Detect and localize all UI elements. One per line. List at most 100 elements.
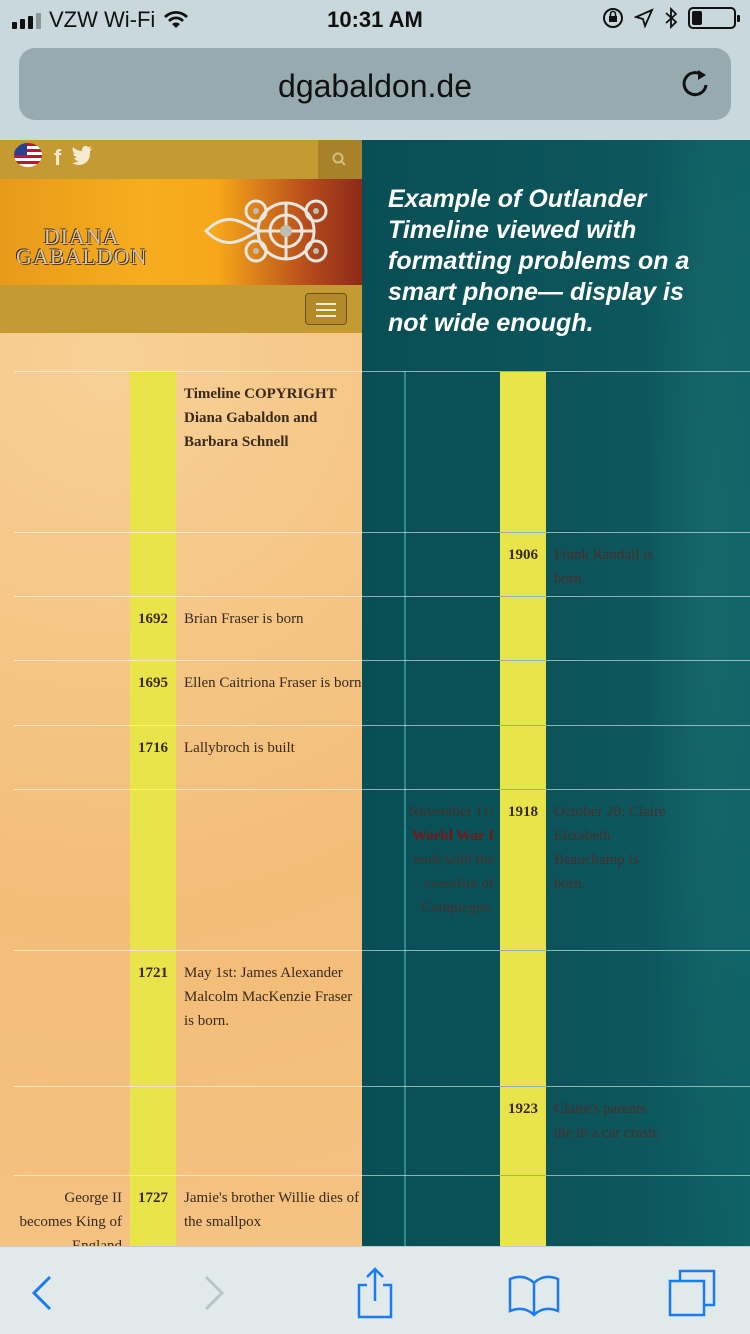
event-left-2 bbox=[406, 661, 500, 725]
bookmarks-icon[interactable] bbox=[506, 1265, 562, 1321]
event-text bbox=[176, 790, 362, 950]
table-row: 1716 Lallybroch is built bbox=[14, 725, 750, 789]
status-right bbox=[602, 7, 740, 29]
event-text: Lallybroch is built bbox=[184, 740, 295, 756]
year-cell bbox=[130, 372, 176, 532]
year-cell: 1721 bbox=[130, 951, 176, 1086]
logo-line-2: GABALDON bbox=[16, 244, 148, 269]
event-left bbox=[14, 1087, 130, 1175]
event-text: Brian Fraser is born bbox=[184, 611, 304, 627]
wiki-link[interactable]: World War I bbox=[412, 828, 494, 844]
event-date: November 11: bbox=[408, 804, 494, 820]
event-text-2: Frank Randall is born bbox=[554, 547, 654, 587]
event-text-2 bbox=[546, 372, 666, 532]
site-search-button[interactable] bbox=[318, 140, 362, 179]
status-left: VZW Wi-Fi bbox=[12, 7, 189, 33]
twitter-icon[interactable] bbox=[71, 145, 93, 165]
event-left bbox=[14, 661, 130, 725]
signal-icon bbox=[12, 11, 41, 29]
event-text bbox=[176, 1087, 362, 1175]
timeline-table: Timeline COPYRIGHT Diana Gabaldon and Ba… bbox=[14, 371, 750, 1255]
event-left-2 bbox=[406, 726, 500, 789]
event-left: George II becomes King of England bbox=[19, 1190, 122, 1254]
status-bar: VZW Wi-Fi 10:31 AM bbox=[0, 0, 750, 40]
share-icon[interactable] bbox=[347, 1265, 403, 1321]
year-cell-2: 1918 bbox=[500, 790, 546, 950]
year-cell-2: 1923 bbox=[500, 1087, 546, 1175]
forward-icon[interactable] bbox=[184, 1265, 240, 1321]
table-row: 1923 Claire's parents die in a car crash… bbox=[14, 1086, 750, 1175]
rotation-lock-icon bbox=[603, 8, 623, 28]
browser-chrome: dgabaldon.de bbox=[0, 40, 750, 140]
event-left-2: November 11: World War I ends with the c… bbox=[406, 790, 500, 950]
us-flag-icon[interactable] bbox=[14, 143, 42, 167]
event-text-2 bbox=[546, 951, 666, 1086]
event-text: May 1st: James Alexander Malcolm MacKenz… bbox=[184, 965, 353, 1029]
wifi-icon bbox=[164, 11, 189, 28]
event-left bbox=[14, 597, 130, 660]
tabs-icon[interactable] bbox=[664, 1265, 720, 1321]
event-text: Jamie's brother Willie dies of the small… bbox=[184, 1190, 360, 1230]
site-banner[interactable]: DIANA GABALDON bbox=[0, 179, 362, 285]
year-cell bbox=[130, 790, 176, 950]
ornament-image bbox=[203, 199, 328, 263]
social-links: f bbox=[54, 145, 93, 171]
year-cell-2 bbox=[500, 597, 546, 660]
event-left bbox=[14, 790, 130, 950]
year-cell-2 bbox=[500, 1176, 546, 1255]
event-text-2 bbox=[546, 661, 666, 725]
reload-icon[interactable] bbox=[677, 66, 713, 102]
event-text-2: October 20: Claire Elizabeth Beauchamp i… bbox=[554, 804, 666, 892]
event-left-2 bbox=[406, 951, 500, 1086]
table-row: 1692 Brian Fraser is born bbox=[14, 596, 750, 660]
event-text: Ellen Caitriona Fraser is born bbox=[184, 675, 362, 691]
right-background bbox=[362, 140, 750, 1246]
event-left bbox=[14, 533, 130, 596]
table-row: Timeline COPYRIGHT Diana Gabaldon and Ba… bbox=[14, 371, 750, 532]
year-cell bbox=[130, 533, 176, 596]
year-cell bbox=[130, 1087, 176, 1175]
event-text-2 bbox=[546, 1176, 666, 1255]
table-row: George II becomes King of England 1727 J… bbox=[14, 1175, 750, 1255]
year-cell: 1716 bbox=[130, 726, 176, 789]
event-left-2 bbox=[406, 597, 500, 660]
year-cell-2 bbox=[500, 726, 546, 789]
column-divider bbox=[404, 371, 406, 1246]
battery-icon bbox=[688, 7, 740, 29]
year-cell-2 bbox=[500, 372, 546, 532]
event-text bbox=[176, 533, 362, 596]
url-text[interactable]: dgabaldon.de bbox=[278, 68, 472, 104]
event-left-2 bbox=[406, 533, 500, 596]
event-left bbox=[14, 372, 130, 532]
bluetooth-icon bbox=[665, 7, 678, 29]
url-bar[interactable]: dgabaldon.de bbox=[19, 48, 731, 120]
back-icon[interactable] bbox=[16, 1265, 72, 1321]
search-icon bbox=[332, 152, 346, 166]
site-logo[interactable]: DIANA GABALDON bbox=[16, 224, 148, 269]
event-text-2: Claire's parents die in a car crash. bbox=[554, 1101, 660, 1141]
site-topbar: f bbox=[0, 140, 362, 179]
year-cell-2: 1906 bbox=[500, 533, 546, 596]
table-row: 1721 May 1st: James Alexander Malcolm Ma… bbox=[14, 950, 750, 1086]
year-cell: 1727 bbox=[130, 1176, 176, 1255]
browser-toolbar bbox=[0, 1246, 750, 1334]
event-text-2 bbox=[546, 726, 666, 789]
year-cell-2 bbox=[500, 951, 546, 1086]
table-row: 1906 Frank Randall is born bbox=[14, 532, 750, 596]
location-icon bbox=[634, 8, 654, 28]
site-navbar bbox=[0, 285, 362, 333]
screenshot-caption: Example of Outlander Timeline viewed wit… bbox=[388, 185, 690, 337]
hamburger-menu-button[interactable] bbox=[305, 293, 347, 325]
year-cell: 1695 bbox=[130, 661, 176, 725]
event-text-2 bbox=[546, 597, 666, 660]
event-left bbox=[14, 726, 130, 789]
logo-line-1: DIANA bbox=[43, 224, 120, 249]
event-left bbox=[14, 951, 130, 1086]
site-column: f DIANA GABALDON bbox=[0, 140, 362, 1246]
year-cell: 1692 bbox=[130, 597, 176, 660]
event-left-2 bbox=[406, 1087, 500, 1175]
facebook-icon[interactable]: f bbox=[54, 145, 62, 170]
year-cell-2 bbox=[500, 661, 546, 725]
status-time: 10:31 AM bbox=[327, 7, 423, 32]
event-detail: ends with the ceasefire of Compiegne. bbox=[414, 852, 494, 916]
